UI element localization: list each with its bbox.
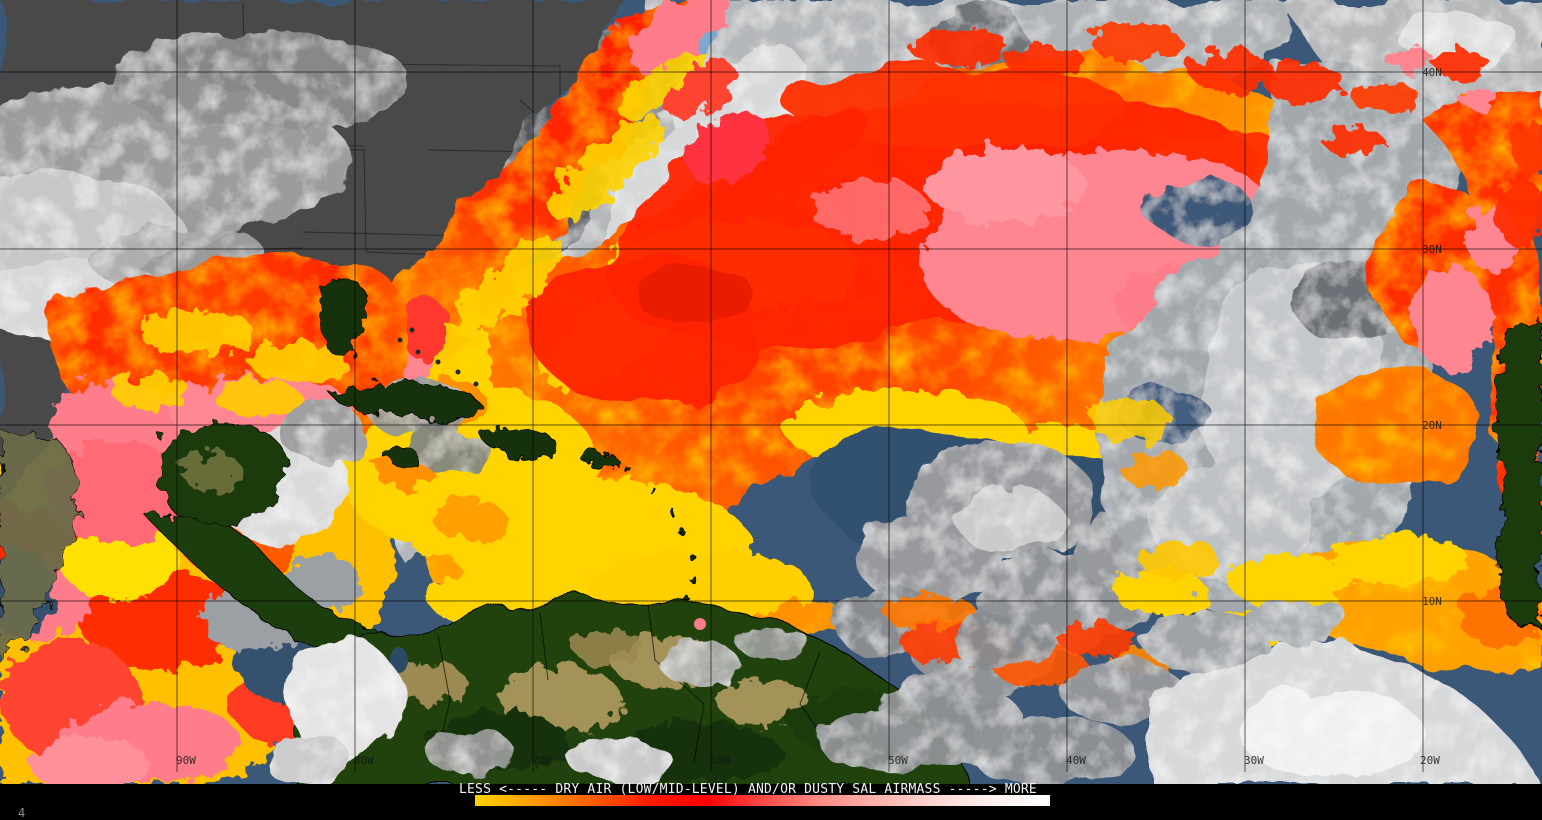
- lon-label-50w: 50W: [888, 754, 908, 767]
- lat-label-40n: 40N: [1422, 66, 1442, 79]
- lon-label-30w: 30W: [1244, 754, 1264, 767]
- lat-label-20n: 20N: [1422, 419, 1442, 432]
- lat-label-30n: 30N: [1422, 243, 1442, 256]
- lat-label-10n: 10N: [1422, 595, 1442, 608]
- trinidad-dust-spot: [694, 618, 706, 630]
- legend-colorbar: [475, 795, 1050, 806]
- lon-label-20w: 20W: [1420, 754, 1440, 767]
- puerto-rico: [582, 452, 618, 468]
- cuba: [332, 381, 482, 420]
- east-coast-band-fringe: [372, 0, 771, 399]
- satellite-map: 40N 30N 20N 10N 90W 80W 70W 60W 50W 40W …: [0, 0, 1542, 784]
- lon-label-70w: 70W: [532, 754, 552, 767]
- lake-maracaibo: [390, 647, 408, 673]
- caribbean-islands: [0, 278, 697, 674]
- info-bar: LESS <----- DRY AIR (LOW/MID-LEVEL) AND/…: [0, 782, 1542, 820]
- hispaniola: [479, 425, 557, 460]
- jamaica: [382, 447, 418, 463]
- bahamas: [397, 327, 479, 387]
- lon-label-60w: 60W: [710, 754, 730, 767]
- dry-air-patches-top: [908, 24, 1542, 246]
- lon-label-40w: 40W: [1066, 754, 1086, 767]
- lon-label-90w: 90W: [176, 754, 196, 767]
- satellite-imagery: 40N 30N 20N 10N 90W 80W 70W 60W 50W 40W …: [0, 0, 1542, 784]
- legend-text: LESS <----- DRY AIR (LOW/MID-LEVEL) AND/…: [459, 782, 1037, 797]
- florida: [315, 278, 367, 357]
- africa-landmass: [1497, 319, 1542, 631]
- clouds-south-tropical-atlantic: [820, 596, 1540, 784]
- mexico-inland: [0, 429, 79, 665]
- lon-label-80w: 80W: [354, 754, 374, 767]
- frame-number: 4: [18, 806, 26, 820]
- east-coast-dry-band: [350, 0, 704, 400]
- caption-line: GOES-EAST: SAHARAN AIR LAYER TRACKING PR…: [413, 806, 792, 820]
- graticule: 40N 30N 20N 10N 90W 80W 70W 60W 50W 40W …: [0, 0, 1542, 772]
- clouds-over-south-america: [264, 622, 806, 784]
